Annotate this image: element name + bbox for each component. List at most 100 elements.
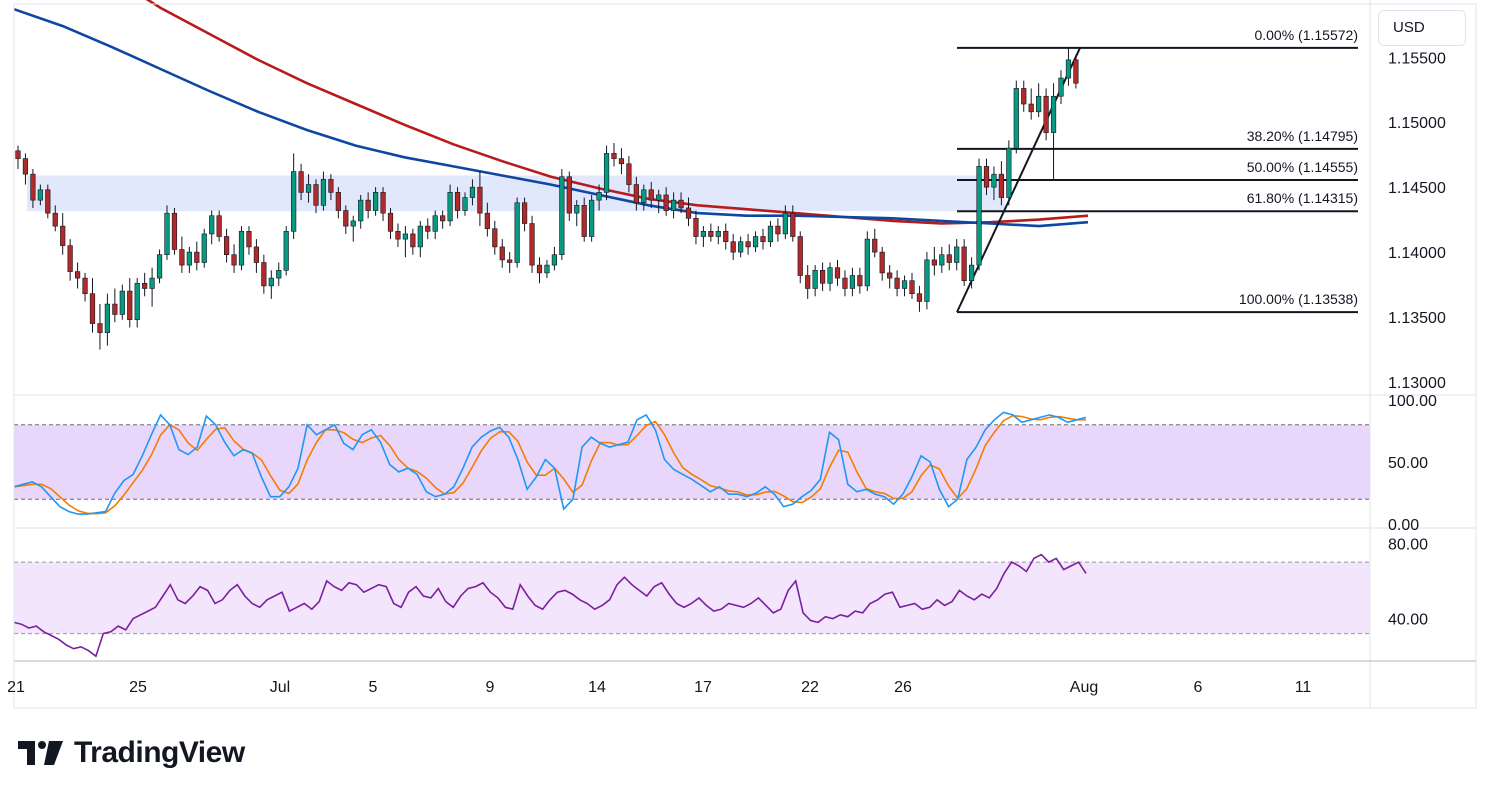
candle-body bbox=[752, 236, 759, 248]
candle-body bbox=[15, 150, 21, 159]
candle bbox=[179, 236, 185, 273]
candle bbox=[626, 155, 632, 193]
candle-body bbox=[194, 251, 200, 263]
candle-body bbox=[507, 259, 513, 263]
candle-body bbox=[425, 225, 431, 232]
candle bbox=[946, 244, 952, 271]
candle-body bbox=[365, 199, 371, 211]
candle bbox=[1021, 80, 1027, 112]
candle-body bbox=[89, 293, 96, 324]
candle bbox=[663, 187, 669, 216]
price-tick-label: 1.13000 bbox=[1388, 375, 1446, 392]
candle-body bbox=[916, 293, 923, 302]
candle bbox=[492, 220, 498, 255]
candle bbox=[209, 210, 215, 245]
candle bbox=[529, 215, 535, 273]
candle-body bbox=[440, 215, 446, 222]
candle bbox=[648, 181, 654, 208]
candle bbox=[812, 265, 818, 297]
candle bbox=[656, 189, 662, 214]
candle-body bbox=[231, 254, 237, 266]
candle bbox=[849, 267, 855, 297]
candle-body bbox=[343, 210, 349, 227]
candle bbox=[276, 262, 282, 286]
candle bbox=[589, 194, 595, 242]
candle-body bbox=[581, 205, 587, 237]
candle-body bbox=[67, 245, 73, 272]
candle-body bbox=[447, 192, 453, 222]
candle bbox=[939, 246, 945, 273]
candle-body bbox=[715, 231, 721, 237]
date-tick-label: 22 bbox=[801, 679, 819, 696]
tradingview-logo[interactable]: TradingView bbox=[18, 736, 245, 770]
candle-body bbox=[566, 176, 572, 214]
rsi-tick-label: 40.00 bbox=[1388, 612, 1428, 629]
candle-body bbox=[112, 303, 118, 315]
candle-body bbox=[395, 231, 401, 240]
candle-body bbox=[97, 323, 103, 333]
candle bbox=[97, 304, 103, 350]
candle bbox=[924, 252, 930, 310]
candle-body bbox=[931, 259, 937, 266]
candle-body bbox=[477, 186, 483, 214]
candle bbox=[194, 241, 200, 271]
candlestick-series bbox=[15, 48, 1079, 350]
currency-selector[interactable]: USD bbox=[1378, 10, 1466, 46]
candle bbox=[328, 174, 334, 201]
candle-body bbox=[484, 212, 490, 230]
candle bbox=[1058, 70, 1064, 105]
price-tick-label: 1.14500 bbox=[1388, 180, 1446, 197]
date-tick-label: 11 bbox=[1295, 679, 1312, 696]
candle-body bbox=[879, 251, 885, 274]
candle-body bbox=[551, 254, 557, 266]
candle-body bbox=[142, 282, 148, 289]
candle bbox=[968, 257, 975, 289]
candle-body bbox=[298, 171, 304, 193]
candle-body bbox=[350, 220, 356, 227]
candle bbox=[678, 192, 684, 214]
candle bbox=[402, 226, 409, 258]
candle bbox=[22, 153, 29, 185]
candle-body bbox=[961, 246, 967, 281]
candle bbox=[566, 171, 572, 221]
candle-body bbox=[156, 254, 163, 279]
candle bbox=[1013, 80, 1019, 154]
candle-body bbox=[164, 212, 170, 256]
ema-slow-line bbox=[145, 0, 1089, 225]
candle-body bbox=[238, 231, 245, 266]
candle-body bbox=[641, 189, 647, 204]
candle bbox=[1006, 140, 1012, 206]
candle-body bbox=[998, 173, 1004, 198]
currency-label: USD bbox=[1393, 19, 1425, 36]
candle bbox=[633, 176, 639, 211]
date-tick-label: 25 bbox=[129, 679, 147, 696]
candle-body bbox=[603, 153, 610, 193]
candle-body bbox=[596, 192, 602, 201]
candle-body bbox=[782, 212, 788, 235]
candle-body bbox=[849, 275, 855, 289]
candle-body bbox=[976, 166, 982, 266]
candle-body bbox=[417, 225, 423, 248]
candle-body bbox=[1006, 147, 1012, 198]
candle-body bbox=[887, 272, 893, 279]
oscillator-panes bbox=[13, 411, 1370, 658]
candle-body bbox=[432, 215, 438, 232]
candle bbox=[238, 226, 245, 271]
date-tick-label: 5 bbox=[369, 679, 378, 696]
candle-body bbox=[171, 212, 178, 250]
moving-averages bbox=[13, 0, 1089, 228]
candle bbox=[52, 205, 58, 232]
candle bbox=[991, 166, 997, 201]
candle-body bbox=[313, 184, 319, 206]
candle-body bbox=[82, 277, 88, 294]
current-price-tag: 1.15303 bbox=[1372, 69, 1469, 97]
candle bbox=[75, 262, 81, 289]
candle bbox=[417, 220, 423, 258]
candle-body bbox=[276, 269, 282, 279]
candle bbox=[380, 187, 386, 221]
candle-body bbox=[410, 233, 416, 248]
candle-body bbox=[730, 241, 736, 253]
candle bbox=[469, 179, 476, 206]
candle-body bbox=[224, 236, 230, 256]
